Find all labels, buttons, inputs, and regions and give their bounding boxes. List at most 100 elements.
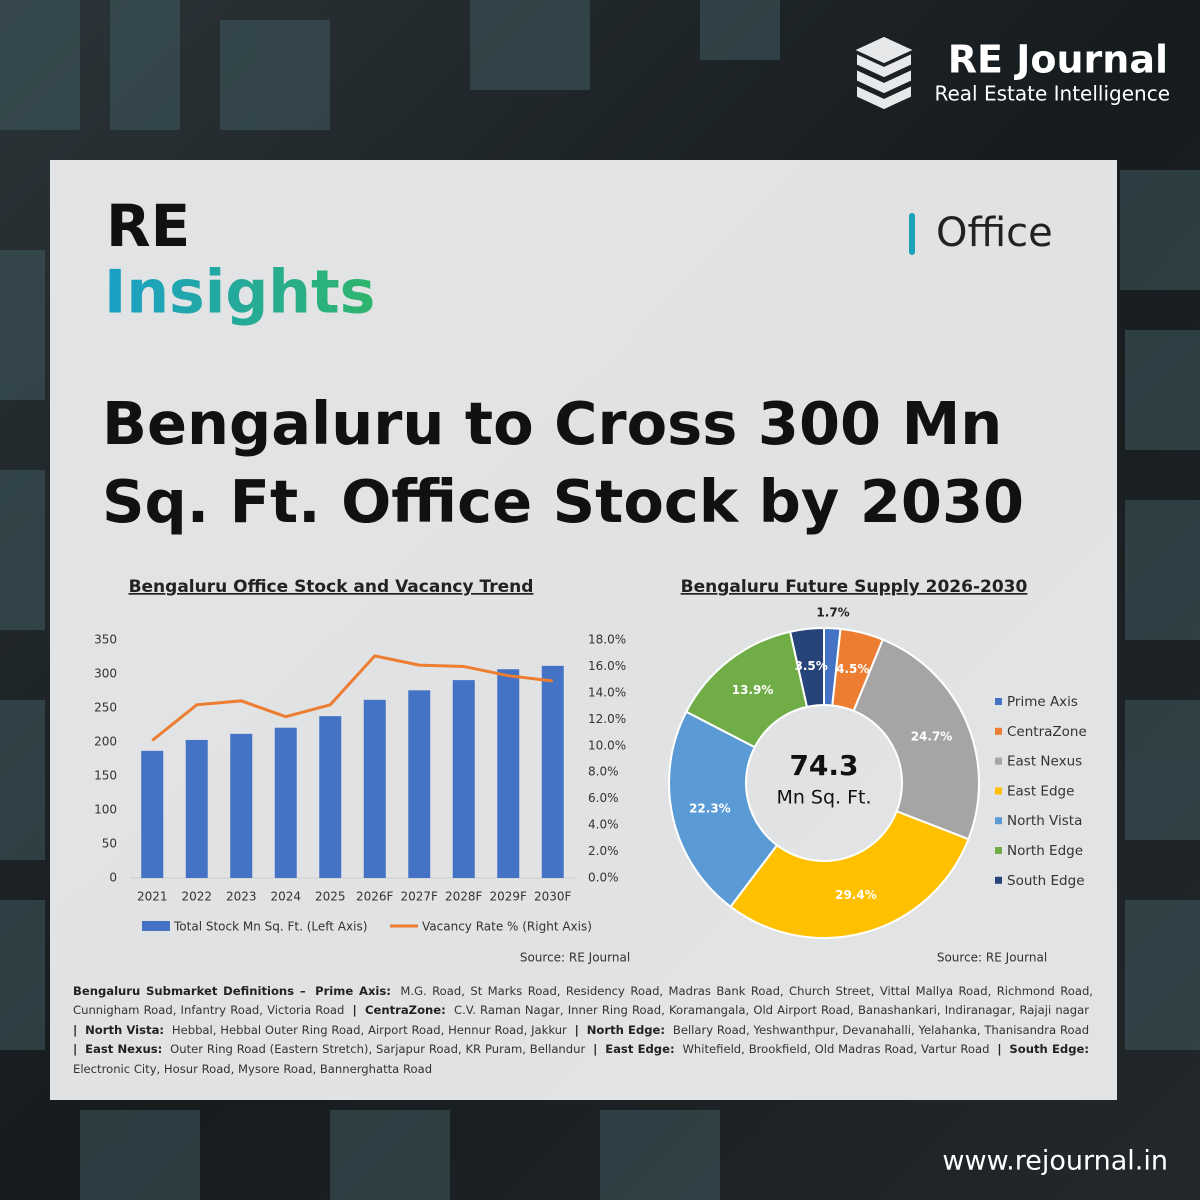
submarket-name: Prime Axis:: [315, 984, 391, 998]
submarket-name: East Nexus:: [85, 1042, 163, 1057]
legend-label: Prime Axis: [1007, 694, 1078, 710]
y-tick-label: 200: [94, 735, 117, 749]
panel: [50, 160, 1117, 1100]
bar: [363, 699, 386, 878]
separator: |: [593, 1042, 598, 1057]
category: Office: [936, 210, 1053, 256]
legend-swatch: [995, 727, 1002, 735]
data-label: 29.4%: [835, 888, 877, 902]
bar: [319, 716, 342, 878]
y-tick-label: 0: [109, 871, 117, 885]
submarket-name: Prime Axis:: [315, 984, 391, 998]
line: [151, 654, 553, 742]
bar: [185, 739, 208, 878]
y2-tick-label: 6.0%: [588, 791, 619, 805]
x-tick-label: 2029F: [490, 890, 528, 904]
pie-slice: [852, 638, 980, 841]
x-tick-label: 2023: [226, 890, 257, 904]
submarket-name: CentraZone:: [365, 1003, 446, 1017]
logo-icon: [855, 36, 913, 110]
y2-tick-label: 2.0%: [588, 844, 619, 858]
separator: |: [575, 1023, 579, 1037]
chart-title: Bengaluru Future Supply 2026-2030: [681, 577, 1028, 597]
separator: |: [353, 1003, 357, 1017]
bar: [141, 750, 164, 878]
bar: [497, 669, 520, 878]
y2-tick-label: 0.0%: [588, 871, 619, 885]
legend-swatch: [995, 817, 1002, 825]
y2-tick-label: 8.0%: [588, 765, 619, 779]
bar: [230, 733, 253, 878]
data-label: 1.7%: [816, 606, 849, 620]
separator: |: [73, 1023, 77, 1037]
legend-swatch: [142, 921, 170, 931]
pie-slice: [668, 710, 779, 909]
submarket-name: North Vista:: [85, 1022, 165, 1037]
footnote-intro: Bengaluru Submarket Definitions –: [73, 984, 306, 998]
y-tick-label: 150: [94, 769, 117, 783]
footnote-intro: Bengaluru Submarket Definitions –: [73, 984, 306, 998]
x-tick-label: 2030F: [534, 890, 572, 904]
category-bar: [909, 213, 915, 255]
submarket-name: CentraZone:: [364, 1003, 446, 1018]
legend-swatch: [995, 876, 1002, 884]
y-tick-label: 50: [102, 837, 117, 851]
badge-insights: Insights: [104, 258, 375, 328]
headline: Bengaluru to Cross 300 Mn: [102, 389, 1002, 458]
legend-label: East Nexus: [1007, 754, 1082, 770]
bar: [408, 690, 431, 878]
submarket-areas: Outer Ring Road (Eastern Stretch), Sarja…: [170, 1042, 586, 1057]
separator: |: [574, 1022, 579, 1037]
separator: |: [73, 1022, 78, 1037]
legend-label: Vacancy Rate % (Right Axis): [422, 920, 592, 934]
website: www.rejournal.in: [942, 1146, 1168, 1177]
submarket-name: East Edge:: [605, 1042, 675, 1057]
submarket-areas: Hebbal, Hebbal Outer Ring Road, Airport …: [171, 1022, 567, 1037]
legend-label: North Edge: [1007, 843, 1083, 859]
chart-title: Bengaluru Office Stock and Vacancy Trend: [129, 577, 534, 597]
x-tick-label: 2024: [270, 890, 301, 904]
data-label: 13.9%: [732, 683, 774, 697]
x-tick-label: 2022: [181, 890, 212, 904]
y-tick-label: 350: [94, 633, 117, 647]
source: Source: RE Journal: [520, 951, 630, 965]
legend-swatch: [995, 787, 1002, 795]
source: Source: RE Journal: [937, 951, 1047, 965]
brand-tagline: Real Estate Intelligence: [935, 82, 1171, 106]
submarket-areas: C.V. Raman Nagar, Inner Ring Road, Koram…: [453, 1003, 1090, 1018]
y2-tick-label: 4.0%: [588, 818, 619, 832]
legend-swatch: [995, 757, 1002, 765]
separator: |: [352, 1003, 357, 1018]
x-tick-label: 2028F: [445, 890, 483, 904]
submarket-name: East Edge:: [605, 1042, 674, 1056]
submarket-name: East Nexus:: [85, 1042, 162, 1056]
legend-label: South Edge: [1007, 873, 1085, 889]
x-tick-label: 2025: [315, 890, 346, 904]
submarket-areas: Electronic City, Hosur Road, Mysore Road…: [73, 1061, 433, 1076]
separator: |: [73, 1042, 78, 1057]
y-tick-label: 250: [94, 701, 117, 715]
bar: [541, 665, 564, 878]
legend-swatch: [995, 847, 1002, 854]
bar: [452, 680, 475, 878]
badge-re: RE: [106, 192, 190, 260]
legend-label: East Edge: [1007, 783, 1074, 799]
y2-tick-label: 18.0%: [588, 633, 626, 647]
x-tick-label: 2021: [137, 890, 168, 904]
x-tick-label: 2027F: [401, 890, 439, 904]
legend-label: CentraZone: [1007, 724, 1087, 740]
y-tick-label: 300: [94, 667, 117, 681]
separator: |: [593, 1042, 597, 1056]
legend-label: North Vista: [1007, 813, 1082, 829]
legend-label: Total Stock Mn Sq. Ft. (Left Axis): [173, 920, 367, 934]
submarket-name: North Edge:: [587, 1023, 665, 1037]
submarket-areas: Bellary Road, Yeshwanthpur, Devanahalli,…: [672, 1022, 1090, 1037]
y2-tick-label: 14.0%: [588, 685, 626, 699]
data-label: 22.3%: [689, 801, 731, 815]
x-tick-label: 2026F: [356, 890, 394, 904]
submarket-areas: Whitefield, Brookfield, Old Madras Road,…: [682, 1042, 990, 1057]
separator: |: [73, 1042, 77, 1056]
footnote: Bengaluru Submarket Definitions – Prime …: [73, 982, 1093, 1079]
